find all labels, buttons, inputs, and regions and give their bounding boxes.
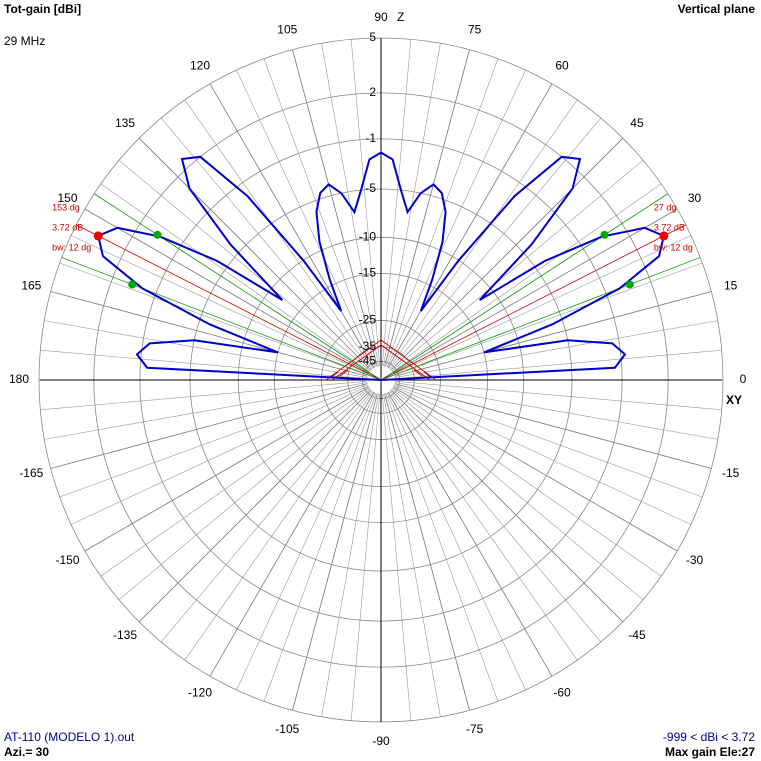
radial-tick-label: 2 <box>369 85 376 99</box>
angle-tick-label: 30 <box>688 191 702 205</box>
angle-tick-label: -165 <box>19 466 43 480</box>
pattern-line <box>97 151 665 381</box>
lobe-bw-label: bw: 12 dg <box>52 242 91 252</box>
angle-tick-label: 105 <box>277 23 297 37</box>
max-gain-point <box>93 231 103 241</box>
beamwidth-line <box>380 257 701 381</box>
angle-tick-label: -30 <box>686 553 704 567</box>
angle-tick-label: 135 <box>115 116 135 130</box>
radial-tick-label: -1 <box>365 131 376 145</box>
lobe-gain-label: 3.72 dB <box>52 222 83 232</box>
file-name: AT-110 (MODELO 1).out <box>4 730 135 744</box>
angle-tick-label: 180 <box>9 372 29 386</box>
beamwidth-point <box>153 230 162 239</box>
angle-tick-label: -75 <box>466 722 484 736</box>
angle-tick-label: 15 <box>724 278 738 292</box>
radial-tick-label: -15 <box>359 266 377 280</box>
radial-tick-label: -45 <box>359 354 377 368</box>
z-axis-label: Z <box>397 10 404 24</box>
angle-tick-label: 90 <box>374 10 388 24</box>
angle-tick-label: 75 <box>468 23 482 37</box>
beamwidth-point <box>128 280 137 289</box>
lobe-bw-label: bw: 12 dg <box>654 242 693 252</box>
angle-tick-label: -135 <box>113 628 137 642</box>
azimuth: Azi.= 30 <box>4 745 49 759</box>
radial-tick-label: -5 <box>365 181 376 195</box>
angle-tick-label: -150 <box>55 553 79 567</box>
beamwidth-point <box>625 280 634 289</box>
angle-tick-label: -60 <box>553 686 571 700</box>
angle-tick-label: -15 <box>722 466 740 480</box>
radial-tick-label: -25 <box>359 313 377 327</box>
angle-tick-label: 0 <box>740 372 747 386</box>
frequency: 29 MHz <box>4 34 45 48</box>
beamwidth-line <box>93 193 382 381</box>
beamwidth-point <box>600 230 609 239</box>
beamwidth-line <box>61 257 382 381</box>
angle-tick-label: 60 <box>555 59 569 73</box>
radial-tick-label: 5 <box>369 30 376 44</box>
angle-tick-label: 150 <box>57 191 77 205</box>
angle-tick-label: -105 <box>275 722 299 736</box>
chart-subtitle: Vertical plane <box>678 2 756 16</box>
angle-tick-label: -120 <box>188 686 212 700</box>
max-gain: Max gain Ele:27 <box>665 745 755 759</box>
radial-tick-label: -10 <box>359 229 377 243</box>
chart-title: Tot-gain [dBi] <box>4 2 81 16</box>
gain-range: -999 < dBi < 3.72 <box>663 730 755 744</box>
antenna-symbol <box>325 339 437 381</box>
radial-tick-label: -35 <box>359 339 377 353</box>
beamwidth-line <box>380 193 669 381</box>
angle-tick-label: -45 <box>628 628 646 642</box>
max-gain-line <box>380 224 686 381</box>
max-gain-line <box>76 224 382 381</box>
xy-axis-label: XY <box>726 393 742 407</box>
max-gain-point <box>659 231 669 241</box>
angle-tick-label: 120 <box>190 59 210 73</box>
lobe-gain-label: 3.72 dB <box>654 222 685 232</box>
lobe-angle-label: 27 dg <box>654 202 677 212</box>
lobe-angle-label: 153 dg <box>52 202 80 212</box>
angle-tick-label: -90 <box>372 734 390 748</box>
angle-tick-label: 165 <box>21 278 41 292</box>
angle-tick-label: 45 <box>630 116 644 130</box>
